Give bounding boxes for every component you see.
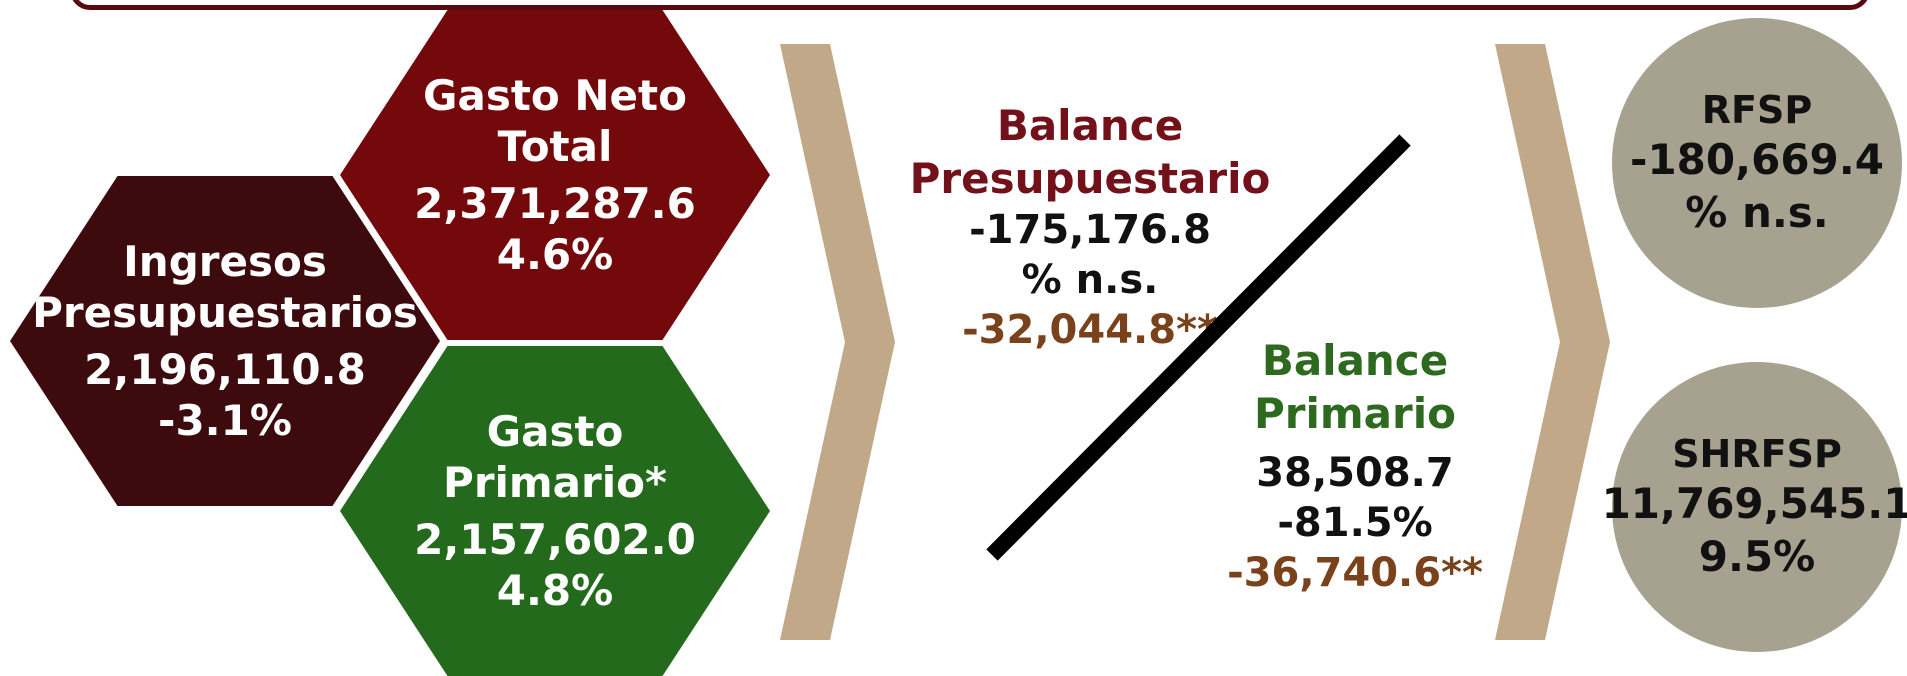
balance-primario-title-line1: Balance (1261, 336, 1449, 385)
gasto-neto-total-hexagon: Gasto Neto Total 2,371,287.6 4.6% (340, 10, 770, 340)
balance-presupuestario-value: -175,176.8 (969, 207, 1211, 253)
top-banner-border (70, 0, 1870, 10)
balance-presupuestario-change: % n.s. (1021, 257, 1159, 303)
ingresos-change: -3.1% (158, 396, 292, 446)
ingresos-title-line1: Ingresos (123, 236, 327, 286)
shrfsp-value: 11,769,545.1 (1601, 479, 1907, 529)
divider-slash (986, 134, 1411, 561)
balance-primario-block: Balance Primario 38,508.7 -81.5% -36,740… (1190, 335, 1520, 598)
ingresos-title-line2: Presupuestarios (32, 287, 418, 337)
gasto-primario-change: 4.8% (496, 566, 614, 616)
balance-presupuestario-title-line2: Presupuestario (909, 153, 1271, 203)
chevron-right-icon-second (1495, 44, 1610, 640)
rfsp-value: -180,669.4 (1630, 135, 1884, 185)
balance-presupuestario-block: Balance Presupuestario -175,176.8 % n.s.… (880, 100, 1300, 355)
rfsp-change: % n.s. (1685, 187, 1829, 237)
gasto-neto-title-line1: Gasto Neto (423, 70, 687, 120)
balance-presupuestario-adjusted: -32,044.8** (962, 307, 1218, 353)
rfsp-title: RFSP (1701, 87, 1813, 132)
gasto-neto-title-line2: Total (497, 121, 613, 171)
gasto-primario-hexagon: Gasto Primario* 2,157,602.0 4.8% (340, 346, 770, 676)
gasto-primario-title-line2: Primario* (443, 457, 667, 507)
balance-primario-adjusted: -36,740.6** (1227, 550, 1483, 596)
shrfsp-circle: SHRFSP 11,769,545.1 9.5% (1602, 362, 1907, 652)
balance-primario-value: 38,508.7 (1256, 450, 1454, 496)
balance-primario-change: -81.5% (1277, 500, 1433, 546)
rfsp-circle: RFSP -180,669.4 % n.s. (1612, 18, 1902, 308)
gasto-primario-title-line1: Gasto (486, 406, 624, 456)
gasto-primario-value: 2,157,602.0 (414, 515, 696, 564)
chevron-right-icon-first (780, 44, 895, 640)
gasto-neto-change: 4.6% (496, 230, 614, 280)
shrfsp-title: SHRFSP (1672, 431, 1842, 476)
balance-primario-title-line2: Primario (1254, 388, 1456, 438)
gasto-neto-value: 2,371,287.6 (414, 179, 696, 228)
balance-presupuestario-title-line1: Balance (996, 101, 1184, 150)
shrfsp-change: 9.5% (1698, 531, 1816, 581)
ingresos-value: 2,196,110.8 (84, 345, 366, 394)
